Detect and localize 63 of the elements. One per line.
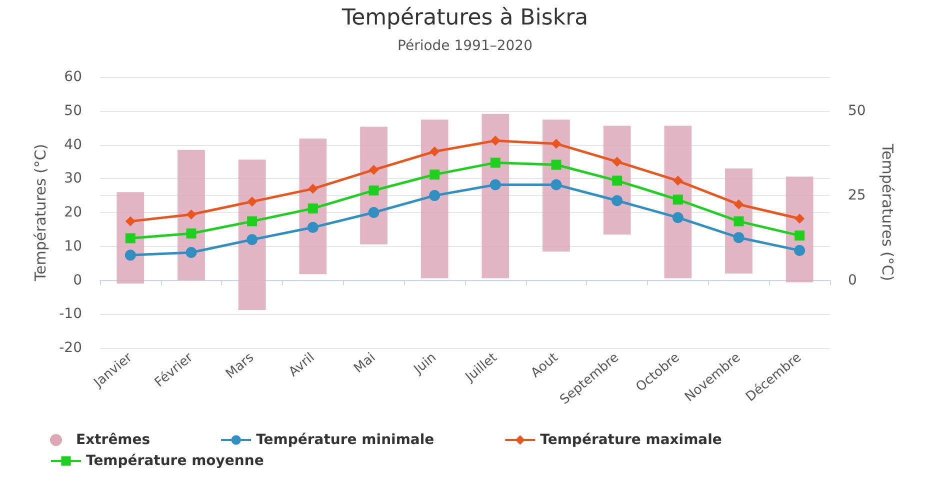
point	[672, 176, 683, 186]
point	[612, 176, 622, 186]
point	[733, 232, 744, 244]
point	[734, 216, 744, 226]
y-tick-label: 30	[64, 170, 82, 187]
bar	[420, 120, 448, 278]
y-tick-label: 0	[73, 272, 82, 288]
point	[672, 194, 683, 205]
y-tick-label: -10	[59, 306, 82, 322]
point	[186, 246, 197, 258]
point	[612, 195, 623, 206]
point	[308, 184, 318, 194]
legend-label: Température moyenne	[86, 453, 264, 469]
y2-tick-label: 0	[848, 272, 857, 288]
y-tick-label: 40	[64, 136, 82, 153]
point	[125, 233, 136, 244]
bar	[482, 114, 510, 278]
y-tick-label: 60	[64, 69, 82, 85]
point	[490, 136, 500, 146]
legend-label: Température minimale	[256, 432, 434, 448]
y-tick-label: -20	[59, 340, 82, 356]
y2-tick-label: 50	[848, 102, 866, 119]
point	[490, 179, 501, 190]
point	[794, 230, 805, 241]
y-tick-label: 50	[64, 102, 82, 119]
bar	[664, 126, 692, 278]
y-axis-title: Températures (°C)	[32, 144, 50, 282]
point	[308, 203, 318, 214]
point	[612, 156, 622, 167]
point	[734, 199, 744, 210]
y-tick-label: 10	[64, 238, 82, 254]
point	[672, 212, 684, 224]
point	[186, 228, 196, 239]
point	[794, 214, 805, 224]
y2-tick-label: 25	[848, 188, 866, 204]
legend-label: Température maximale	[540, 432, 722, 448]
point	[125, 216, 136, 226]
y-tick-label: 20	[64, 204, 82, 220]
bar	[178, 150, 205, 280]
point	[368, 164, 379, 175]
point	[124, 250, 136, 261]
point	[550, 179, 562, 190]
x-tick-label: Mai	[351, 350, 379, 376]
point	[247, 196, 258, 207]
point	[246, 234, 258, 246]
y2-axis-title: Températures (°C)	[878, 142, 896, 282]
point	[430, 146, 440, 157]
point	[368, 207, 380, 218]
point	[247, 216, 258, 226]
bar	[238, 160, 266, 310]
point	[794, 244, 806, 256]
chart-title: Températures à Biskra	[340, 6, 588, 30]
point	[368, 185, 379, 196]
point	[551, 160, 562, 170]
point	[429, 190, 440, 202]
legend-label: Extrêmes	[76, 432, 150, 448]
point	[186, 210, 196, 220]
point	[551, 138, 562, 149]
point	[307, 222, 318, 233]
point	[430, 170, 440, 180]
x-tick-label: Juin	[410, 350, 440, 378]
point	[490, 158, 500, 168]
chart-subtitle: Période 1991–2020	[398, 38, 532, 54]
